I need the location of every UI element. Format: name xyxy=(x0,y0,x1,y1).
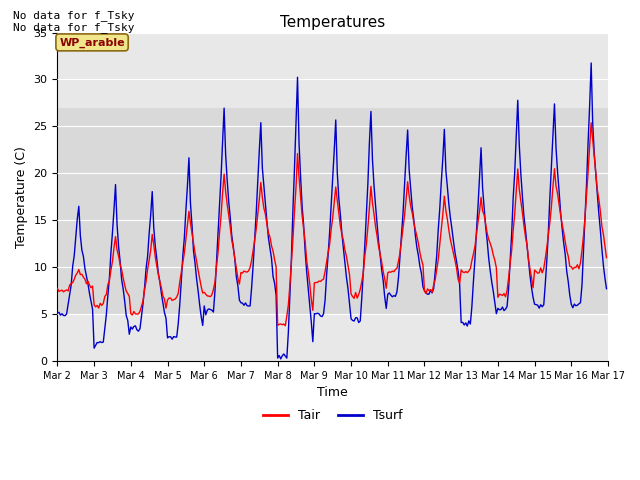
Y-axis label: Temperature (C): Temperature (C) xyxy=(15,146,28,248)
Legend: Tair, Tsurf: Tair, Tsurf xyxy=(257,404,408,427)
Bar xyxy=(58,108,608,314)
Text: WP_arable: WP_arable xyxy=(60,37,125,48)
Text: No data for f_Tsky
No data for f_Tsky: No data for f_Tsky No data for f_Tsky xyxy=(13,10,134,33)
X-axis label: Time: Time xyxy=(317,386,348,399)
Title: Temperatures: Temperatures xyxy=(280,15,385,30)
